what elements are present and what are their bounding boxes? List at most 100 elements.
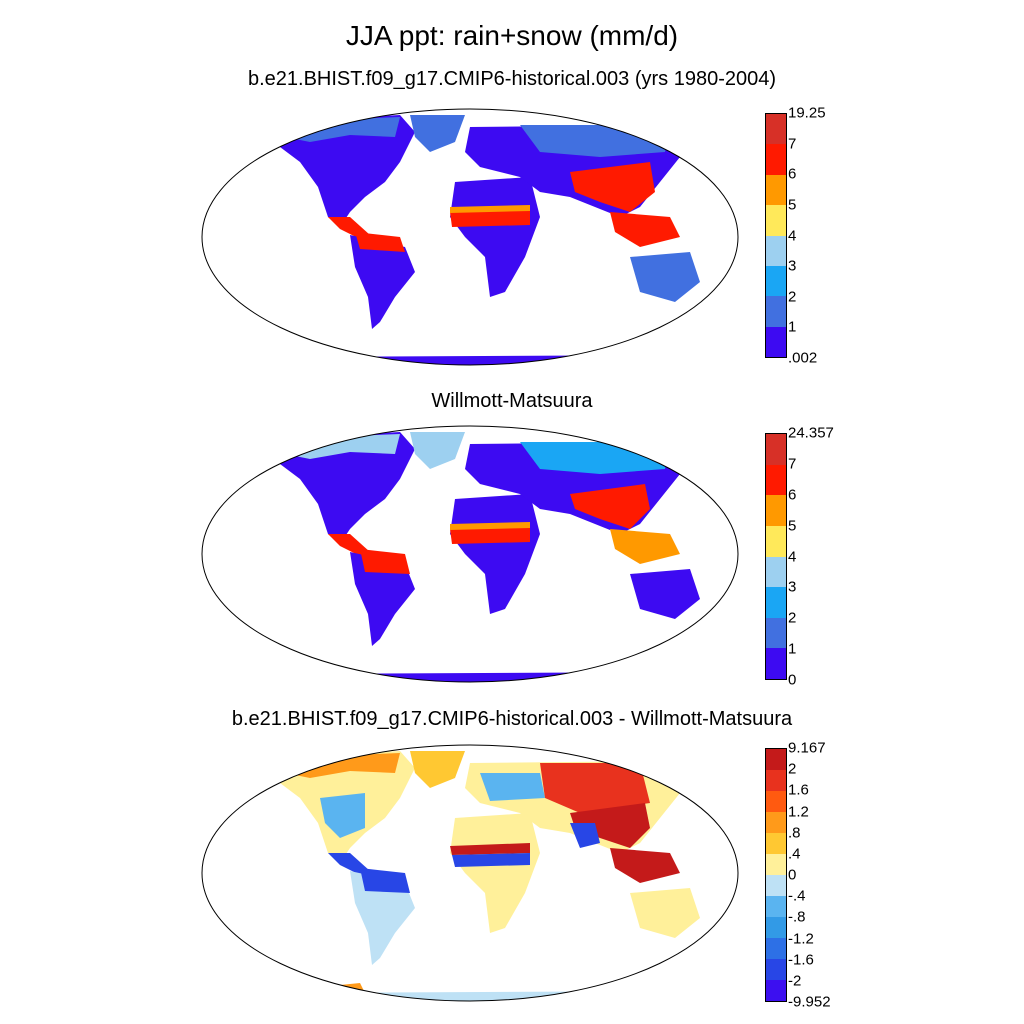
colorbar-segment: [766, 749, 786, 770]
antarctica-land: [270, 355, 710, 365]
antarctica-land: [270, 672, 710, 682]
maritime-continent: [610, 529, 680, 564]
colorbar-tick-label: 19.25: [788, 104, 826, 122]
colorbar-segment: [766, 617, 786, 649]
australia-land: [630, 569, 700, 619]
colorbar-tick-label: 2: [788, 288, 797, 306]
panel-3-title: b.e21.BHIST.f09_g17.CMIP6-historical.003…: [231, 708, 793, 730]
africa-land: [450, 494, 540, 614]
monsoon-asia: [570, 484, 650, 529]
colorbar-tick-label: 0: [788, 866, 797, 884]
colorbar-segment: [766, 144, 786, 175]
colorbar-tick-label: -.4: [788, 887, 806, 905]
colorbar-tick-label: 5: [788, 196, 797, 214]
colorbar-segment: [766, 812, 786, 833]
colorbar-tick-label: 1: [788, 640, 797, 658]
colorbar-tick-label: 1.6: [788, 781, 809, 799]
sahel-edge: [450, 522, 530, 530]
amazon-band: [355, 232, 405, 252]
colorbar-segment: [766, 833, 786, 854]
colorbar-tick-label: .8: [788, 824, 801, 842]
sahel-band: [450, 210, 530, 227]
colorbar-segment: [766, 174, 786, 206]
south-america-land: [350, 552, 415, 646]
colorbar-segment: [766, 525, 786, 557]
south-america-land: [350, 235, 415, 329]
colorbar-tick-label: 1: [788, 318, 797, 336]
colorbar-segment: [766, 875, 786, 896]
colorbar-tick-label: 3: [788, 578, 797, 596]
monsoon-asia: [570, 162, 655, 212]
antarctica-land: [270, 991, 710, 1001]
central-america: [328, 853, 370, 875]
panel-1-title: b.e21.BHIST.f09_g17.CMIP6-historical.003…: [247, 68, 777, 90]
colorbar-tick-label: -.8: [788, 908, 806, 926]
greenland-land: [410, 115, 465, 152]
colorbar-segment: [766, 495, 786, 526]
colorbar-tick-label: 6: [788, 486, 797, 504]
north-america-land: [270, 432, 415, 544]
colorbar-segment: [766, 296, 786, 327]
maritime-continent: [610, 848, 680, 883]
india-region: [570, 823, 600, 848]
antarctica-peninsula: [275, 983, 370, 1001]
colorbar-tick-label: 0: [788, 671, 797, 689]
colorbar-segment: [766, 791, 786, 812]
colorbar-segment: [766, 854, 786, 875]
sahel-lower: [452, 853, 530, 867]
colorbar-tick-label: -9.952: [788, 993, 831, 1011]
greenland-land: [410, 432, 465, 469]
colorbar-tick-label: 9.167: [788, 739, 826, 757]
sahel-band: [450, 843, 530, 855]
colorbar-segment: [766, 938, 786, 959]
colorbar-tick-label: -2: [788, 972, 802, 990]
colorbar-segment: [766, 917, 786, 938]
colorbar-tick-label: 5: [788, 517, 797, 535]
colorbar-segment: [766, 587, 786, 618]
colorbar-tick-label: -1.2: [788, 930, 814, 947]
colorbar-tick-label: .002: [788, 349, 818, 367]
colorbar-segment: [766, 235, 786, 266]
colorbar-tick-label: 2: [788, 760, 797, 778]
colorbar-segment: [766, 896, 786, 917]
observed-precip-map: [201, 425, 739, 683]
colorbar-segment: [766, 434, 786, 465]
south-america-land: [350, 871, 415, 965]
colorbar-segment: [766, 648, 786, 679]
amazon-band: [360, 549, 410, 574]
central-asia: [540, 763, 650, 813]
colorbar-segment: [766, 326, 786, 357]
north-america-land: [270, 115, 415, 227]
colorbar-segment: [766, 114, 786, 145]
colorbar-tick-label: -1.6: [788, 951, 814, 969]
colorbar-tick-label: 4: [788, 227, 797, 244]
sahel-band: [450, 527, 530, 544]
main-title: JJA ppt: rain+snow (mm/d): [345, 20, 679, 51]
greenland-land: [410, 751, 465, 788]
colorbar-segment: [766, 265, 786, 297]
colorbar-tick-label: 24.357: [788, 424, 834, 442]
model-precip-map: [201, 108, 739, 366]
colorbar-model: [765, 113, 787, 358]
colorbar-segment: [766, 980, 786, 1001]
difference-precip-map: [201, 744, 739, 1002]
colorbar-tick-label: 4: [788, 548, 797, 565]
colorbar-tick-label: 3: [788, 257, 797, 275]
africa-land: [450, 177, 540, 297]
amazon-band: [360, 868, 410, 893]
australia-land: [630, 252, 700, 302]
europe-region: [480, 773, 545, 801]
sahel-edge: [450, 205, 530, 213]
colorbar-tick-label: 1.2: [788, 803, 809, 820]
colorbar-tick-label: 7: [788, 455, 797, 473]
colorbar-tick-label: 7: [788, 135, 797, 153]
maritime-continent: [610, 212, 680, 247]
colorbar-segment: [766, 770, 786, 791]
colorbar-segment: [766, 464, 786, 496]
africa-land: [450, 813, 540, 933]
australia-land: [630, 888, 700, 938]
monsoon-asia: [570, 803, 650, 848]
colorbar-observed: [765, 433, 787, 680]
colorbar-tick-label: .4: [788, 845, 801, 863]
panel-2-title: Willmott-Matsuura: [431, 390, 593, 412]
